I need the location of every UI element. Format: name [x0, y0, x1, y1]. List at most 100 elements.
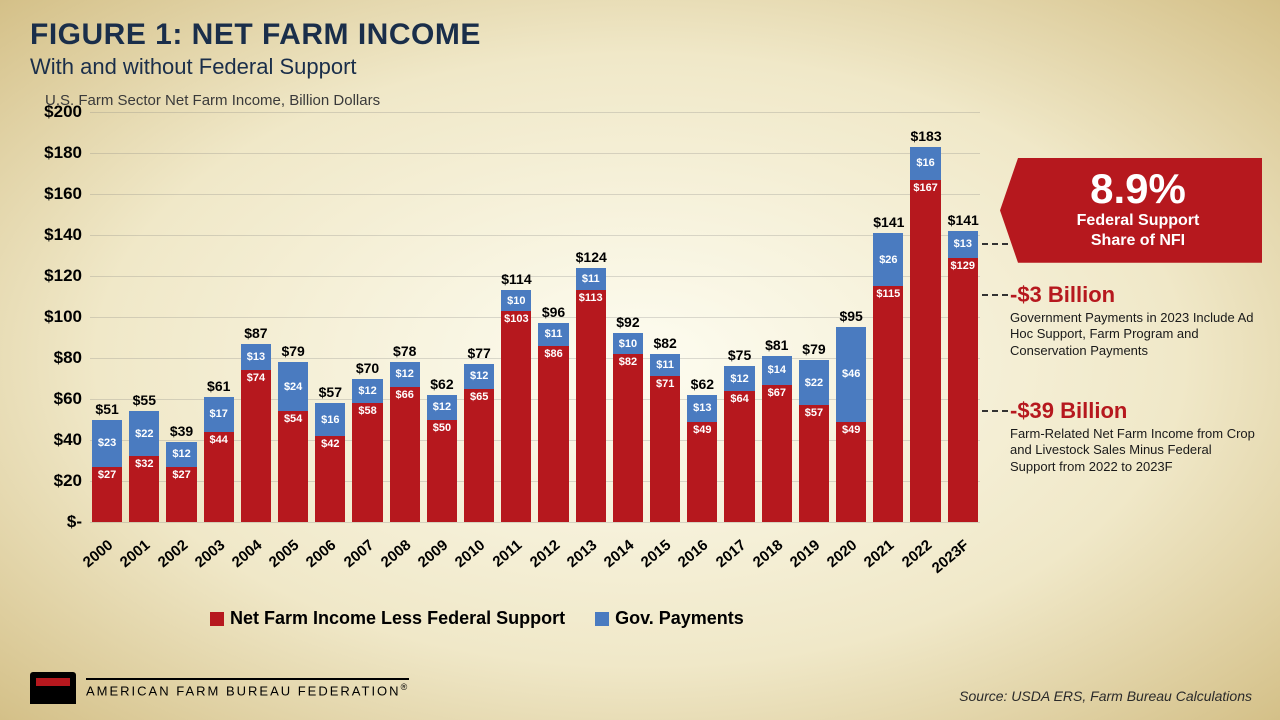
bar-stack: $92$10$82	[613, 333, 643, 522]
bar-segment-gov: $13	[687, 395, 717, 422]
legend-item-red: Net Farm Income Less Federal Support	[210, 608, 565, 629]
bar-value-label: $129	[948, 260, 978, 272]
bar-segment-gov: $10	[501, 290, 531, 311]
bar-segment-gov: $22	[129, 411, 159, 456]
x-tick-label: 2022	[898, 537, 934, 571]
bar-stack: $87$13$74	[241, 344, 271, 522]
bar-slot: $62$12$502009	[425, 112, 459, 522]
bar-slot: $70$12$582007	[350, 112, 384, 522]
bar-value-label: $22	[799, 377, 829, 389]
y-tick-label: $120	[44, 266, 82, 286]
bar-value-label: $27	[166, 469, 196, 481]
x-tick-label: 2019	[787, 537, 823, 571]
y-tick-label: $40	[54, 430, 82, 450]
bar-segment-gov: $12	[166, 442, 196, 467]
bar-total-label: $95	[836, 308, 866, 324]
bar-segment-nfi: $86	[538, 346, 568, 522]
bar-value-label: $16	[315, 414, 345, 426]
bar-segment-nfi: $103	[501, 311, 531, 522]
bar-value-label: $17	[204, 408, 234, 420]
bar-total-label: $77	[464, 345, 494, 361]
legend-label: Net Farm Income Less Federal Support	[230, 608, 565, 629]
bar-value-label: $50	[427, 422, 457, 434]
bar-value-label: $54	[278, 413, 308, 425]
bar-value-label: $12	[390, 368, 420, 380]
bar-value-label: $24	[278, 381, 308, 393]
bar-stack: $51$23$27	[92, 420, 122, 523]
x-tick-label: 2014	[601, 537, 637, 571]
bar-slot: $92$10$822014	[611, 112, 645, 522]
y-tick-label: $20	[54, 471, 82, 491]
bar-value-label: $42	[315, 438, 345, 450]
x-tick-label: 2000	[80, 537, 116, 571]
bar-total-label: $124	[576, 249, 606, 265]
bar-value-label: $82	[613, 356, 643, 368]
bar-value-label: $57	[799, 407, 829, 419]
bar-value-label: $71	[650, 378, 680, 390]
x-tick-label: 2020	[824, 537, 860, 571]
bar-stack: $78$12$66	[390, 362, 420, 522]
bar-slot: $78$12$662008	[388, 112, 422, 522]
y-tick-label: $60	[54, 389, 82, 409]
bar-total-label: $183	[910, 128, 940, 144]
bar-slot: $79$24$542005	[276, 112, 310, 522]
y-tick-label: $180	[44, 143, 82, 163]
bar-slot: $124$11$1132013	[574, 112, 608, 522]
x-tick-label: 2011	[490, 537, 526, 571]
bar-stack: $57$16$42	[315, 403, 345, 522]
bar-stack: $183$16$167	[910, 147, 940, 522]
bar-stack: $141$26$115	[873, 233, 903, 522]
bar-slot: $87$13$742004	[239, 112, 273, 522]
bar-value-label: $12	[166, 448, 196, 460]
bar-total-label: $61	[204, 378, 234, 394]
callout-sub1: Federal Support	[1024, 212, 1252, 230]
bar-value-label: $23	[92, 437, 122, 449]
x-tick-label: 2001	[117, 537, 153, 571]
bar-segment-nfi: $49	[836, 422, 866, 522]
bar-value-label: $66	[390, 389, 420, 401]
bar-segment-gov: $13	[241, 344, 271, 371]
x-tick-label: 2021	[861, 537, 897, 571]
logo-text: AMERICAN FARM BUREAU FEDERATION®	[86, 678, 409, 698]
bar-slot: $81$14$672018	[760, 112, 794, 522]
bar-segment-nfi: $58	[352, 403, 382, 522]
note-farm-income: -$39 Billion Farm-Related Net Farm Incom…	[1010, 398, 1260, 475]
bar-value-label: $167	[910, 182, 940, 194]
x-tick-label: 2005	[266, 537, 302, 571]
source-citation: Source: USDA ERS, Farm Bureau Calculatio…	[959, 688, 1252, 704]
bars-container: $51$23$272000$55$22$322001$39$12$272002$…	[90, 112, 980, 522]
bar-total-label: $57	[315, 384, 345, 400]
note-body: Farm-Related Net Farm Income from Crop a…	[1010, 426, 1260, 475]
bar-value-label: $115	[873, 288, 903, 300]
bar-value-label: $12	[352, 385, 382, 397]
bar-value-label: $12	[724, 373, 754, 385]
bar-stack: $77$12$65	[464, 364, 494, 522]
bar-value-label: $11	[538, 328, 568, 340]
bar-value-label: $13	[948, 238, 978, 250]
bar-stack: $114$10$103	[501, 290, 531, 522]
legend-swatch-red-icon	[210, 612, 224, 626]
bar-segment-gov: $46	[836, 327, 866, 421]
x-tick-label: 2013	[564, 537, 600, 571]
bar-segment-nfi: $50	[427, 420, 457, 523]
bar-stack: $39$12$27	[166, 442, 196, 522]
chart-legend: Net Farm Income Less Federal Support Gov…	[210, 608, 744, 629]
bar-value-label: $58	[352, 405, 382, 417]
bar-slot: $39$12$272002	[164, 112, 198, 522]
x-tick-label: 2007	[340, 537, 376, 571]
connector-line-icon	[982, 243, 1008, 245]
bar-slot: $96$11$862012	[536, 112, 570, 522]
bar-segment-gov: $12	[390, 362, 420, 387]
bar-slot: $114$10$1032011	[499, 112, 533, 522]
bar-segment-nfi: $64	[724, 391, 754, 522]
x-tick-label: 2004	[229, 537, 265, 571]
y-tick-label: $160	[44, 184, 82, 204]
note-heading: -$39 Billion	[1010, 398, 1260, 424]
bar-slot: $141$13$1292023F	[946, 112, 980, 522]
bar-segment-nfi: $65	[464, 389, 494, 522]
bar-stack: $81$14$67	[762, 356, 792, 522]
bar-stack: $55$22$32	[129, 411, 159, 522]
bar-segment-nfi: $49	[687, 422, 717, 522]
bar-total-label: $87	[241, 325, 271, 341]
bar-segment-nfi: $129	[948, 258, 978, 522]
